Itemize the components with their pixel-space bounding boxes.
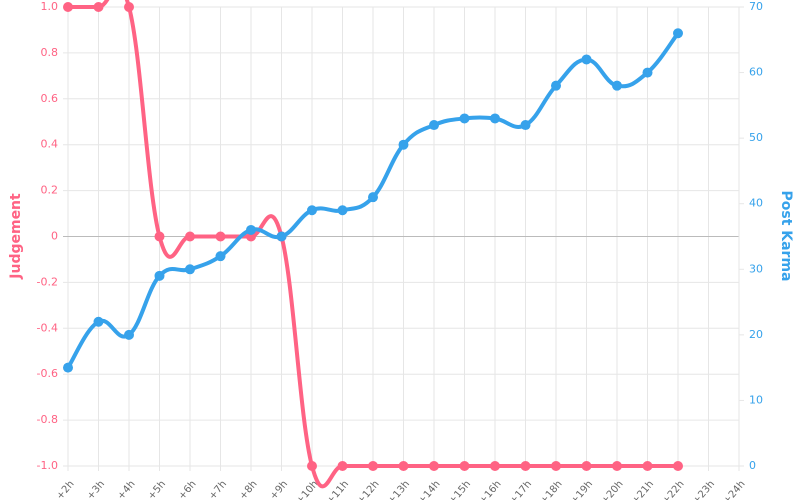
y2-axis-title: Post Karma	[778, 190, 794, 281]
y2-tick-label: 70	[749, 0, 763, 13]
data-point	[612, 461, 622, 471]
data-point	[337, 461, 348, 471]
data-point	[551, 461, 561, 471]
data-point	[368, 192, 378, 203]
data-point	[337, 205, 348, 216]
data-point	[673, 28, 683, 39]
data-point	[551, 80, 561, 91]
data-point	[490, 461, 500, 471]
x-tick-label: +6h	[177, 479, 199, 500]
data-point	[459, 113, 470, 124]
y-tick-label: -0.4	[37, 321, 58, 334]
x-tick-label: +16h	[478, 479, 504, 500]
data-point	[520, 120, 531, 131]
data-point	[612, 80, 622, 91]
data-point	[124, 2, 134, 12]
data-point	[368, 461, 378, 471]
data-point	[459, 461, 470, 471]
data-point	[185, 264, 195, 275]
x-tick-label: +8h	[238, 479, 260, 500]
y2-tick-label: 50	[749, 131, 763, 144]
x-tick-label: +19h	[569, 479, 595, 500]
y-tick-label: 0.6	[41, 92, 59, 105]
y-axis-title: Judgement	[8, 193, 24, 280]
y2-tick-label: 0	[749, 459, 756, 472]
y2-tick-label: 60	[749, 66, 763, 79]
x-tick-label: +22h	[661, 479, 687, 500]
y2-tick-label: 40	[749, 197, 763, 210]
y-tick-label: -0.6	[37, 367, 58, 380]
data-point	[215, 251, 226, 262]
x-tick-label: +18h	[539, 479, 565, 500]
x-tick-label: +9h	[268, 479, 290, 500]
data-point	[307, 461, 317, 471]
y-tick-label: 0.2	[41, 184, 59, 197]
data-point	[581, 54, 592, 65]
y-tick-label: 1.0	[41, 0, 59, 13]
data-point	[185, 231, 195, 242]
data-point	[93, 316, 104, 327]
x-tick-label: +15h	[447, 479, 473, 500]
data-point	[520, 461, 531, 471]
data-point	[642, 67, 653, 78]
y-tick-label: -0.8	[37, 413, 58, 426]
data-point	[429, 461, 439, 471]
x-tick-label: +21h	[630, 479, 656, 500]
data-point	[154, 270, 165, 281]
x-tick-label: +4h	[116, 479, 138, 500]
data-point	[642, 461, 653, 471]
data-point	[673, 461, 683, 471]
x-tick-label: +7h	[207, 479, 229, 500]
data-point	[581, 461, 592, 471]
data-point	[154, 231, 165, 242]
x-tick-label: +5h	[146, 479, 168, 500]
data-point	[398, 139, 409, 150]
y-tick-label: 0.4	[41, 138, 59, 151]
data-point	[307, 205, 317, 216]
x-tick-label: +24h	[722, 479, 748, 500]
data-point	[93, 2, 104, 12]
data-point	[246, 224, 256, 235]
data-point	[215, 231, 226, 242]
data-point	[63, 362, 73, 373]
data-point	[63, 2, 73, 12]
y2-tick-label: 20	[749, 328, 763, 341]
x-tick-label: +12h	[356, 479, 382, 500]
data-point	[124, 329, 134, 340]
x-tick-label: +23h	[691, 479, 717, 500]
y-tick-label: -0.2	[37, 275, 58, 288]
x-tick-label: +3h	[85, 479, 107, 500]
y2-tick-label: 10	[749, 393, 763, 406]
data-point	[398, 461, 409, 471]
x-tick-label: +2h	[55, 479, 77, 500]
x-tick-label: +17h	[508, 479, 534, 500]
y-tick-label: -1.0	[37, 459, 58, 472]
y-tick-label: 0	[51, 230, 58, 243]
data-point	[429, 120, 439, 131]
data-point	[490, 113, 500, 124]
x-tick-label: +20h	[600, 479, 626, 500]
y2-tick-label: 30	[749, 262, 763, 275]
y-tick-label: 0.8	[41, 46, 59, 59]
x-tick-label: +13h	[386, 479, 412, 500]
x-tick-label: +14h	[417, 479, 443, 500]
data-point	[276, 231, 287, 242]
